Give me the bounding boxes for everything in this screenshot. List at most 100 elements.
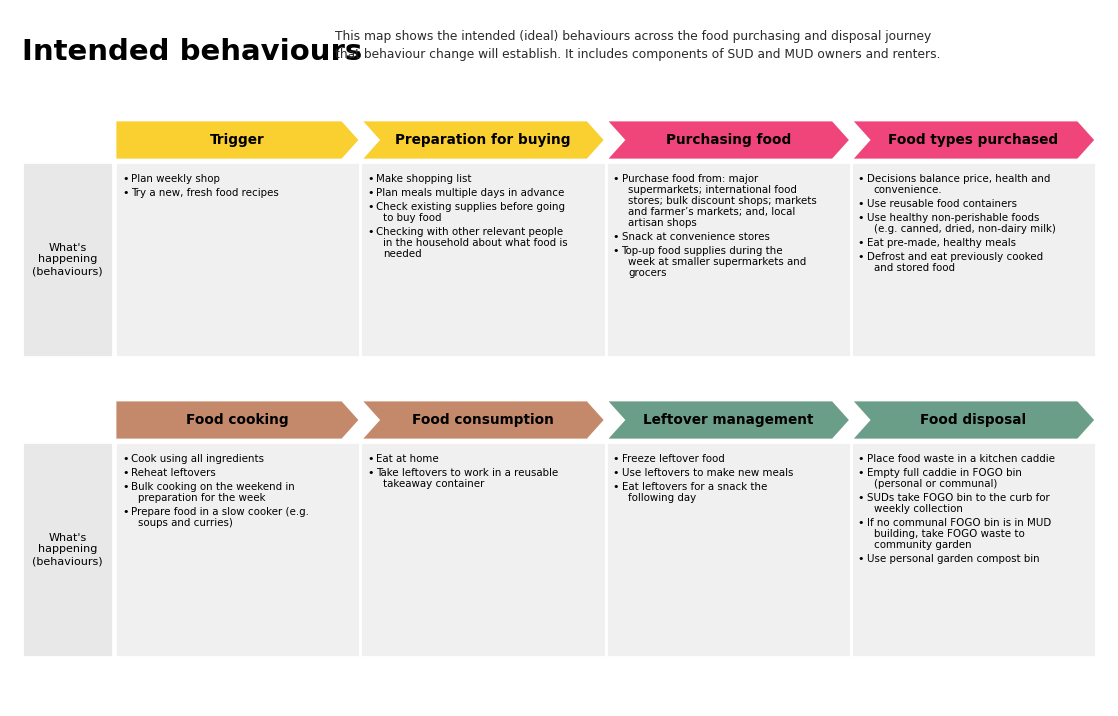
Text: and stored food: and stored food [874, 263, 955, 273]
Text: •: • [122, 482, 129, 492]
Text: •: • [858, 199, 864, 209]
Text: If no communal FOGO bin is in MUD: If no communal FOGO bin is in MUD [866, 518, 1051, 528]
Text: Top-up food supplies during the: Top-up food supplies during the [622, 246, 783, 256]
Text: •: • [858, 454, 864, 464]
Polygon shape [851, 400, 1096, 440]
Text: week at smaller supermarkets and: week at smaller supermarkets and [628, 257, 807, 267]
Text: •: • [858, 252, 864, 262]
Text: •: • [122, 174, 129, 184]
Bar [115, 442, 360, 657]
Text: convenience.: convenience. [874, 185, 942, 195]
Text: •: • [367, 468, 373, 478]
Text: Try a new, fresh food recipes: Try a new, fresh food recipes [131, 188, 278, 198]
Text: community garden: community garden [874, 540, 972, 550]
Bar [360, 162, 606, 357]
Polygon shape [606, 120, 851, 160]
Text: and farmer’s markets; and, local: and farmer’s markets; and, local [628, 207, 796, 217]
Text: Intended behaviours: Intended behaviours [22, 38, 362, 66]
Text: (personal or communal): (personal or communal) [874, 479, 997, 489]
Text: Eat leftovers for a snack the: Eat leftovers for a snack the [622, 482, 767, 492]
Text: Checking with other relevant people: Checking with other relevant people [377, 227, 563, 237]
Text: This map shows the intended (ideal) behaviours across the food purchasing and di: This map shows the intended (ideal) beha… [335, 30, 931, 43]
Text: Reheat leftovers: Reheat leftovers [131, 468, 216, 478]
Polygon shape [115, 400, 360, 440]
Text: stores; bulk discount shops; markets: stores; bulk discount shops; markets [628, 196, 817, 206]
Text: Eat at home: Eat at home [377, 454, 439, 464]
Text: soups and curries): soups and curries) [138, 518, 233, 528]
Text: (e.g. canned, dried, non-dairy milk): (e.g. canned, dried, non-dairy milk) [874, 224, 1055, 234]
Text: What's
happening
(behaviours): What's happening (behaviours) [32, 533, 103, 566]
Bar [115, 162, 360, 357]
Bar [606, 442, 851, 657]
Text: artisan shops: artisan shops [628, 218, 698, 228]
Text: •: • [122, 468, 129, 478]
Text: •: • [858, 174, 864, 184]
Text: Empty full caddie in FOGO bin: Empty full caddie in FOGO bin [866, 468, 1022, 478]
Text: •: • [367, 227, 373, 237]
Text: in the household about what food is: in the household about what food is [383, 238, 568, 248]
Text: •: • [613, 468, 619, 478]
Text: •: • [613, 482, 619, 492]
Polygon shape [360, 400, 606, 440]
Text: Prepare food in a slow cooker (e.g.: Prepare food in a slow cooker (e.g. [131, 507, 309, 517]
Text: weekly collection: weekly collection [874, 504, 963, 514]
Text: •: • [122, 188, 129, 198]
Text: Use leftovers to make new meals: Use leftovers to make new meals [622, 468, 793, 478]
Text: Purchase food from: major: Purchase food from: major [622, 174, 758, 184]
Text: Freeze leftover food: Freeze leftover food [622, 454, 724, 464]
Text: •: • [613, 454, 619, 464]
Text: Check existing supplies before going: Check existing supplies before going [377, 202, 566, 212]
Text: preparation for the week: preparation for the week [138, 493, 265, 503]
Text: •: • [858, 493, 864, 503]
Bar [851, 162, 1096, 357]
Text: Take leftovers to work in a reusable: Take leftovers to work in a reusable [377, 468, 559, 478]
Text: •: • [367, 188, 373, 198]
Text: Preparation for buying: Preparation for buying [395, 133, 570, 147]
Bar [606, 162, 851, 357]
Text: Make shopping list: Make shopping list [377, 174, 472, 184]
Text: •: • [367, 202, 373, 212]
Text: Leftover management: Leftover management [643, 413, 814, 427]
Text: •: • [858, 213, 864, 223]
Text: Use reusable food containers: Use reusable food containers [866, 199, 1016, 209]
Bar [22, 162, 113, 357]
Text: •: • [367, 454, 373, 464]
Text: Trigger: Trigger [210, 133, 265, 147]
Text: •: • [613, 232, 619, 242]
Text: to buy food: to buy food [383, 213, 442, 223]
Text: •: • [367, 174, 373, 184]
Text: •: • [858, 518, 864, 528]
Text: Plan weekly shop: Plan weekly shop [131, 174, 220, 184]
Text: •: • [122, 454, 129, 464]
Text: supermarkets; international food: supermarkets; international food [628, 185, 797, 195]
Text: Plan meals multiple days in advance: Plan meals multiple days in advance [377, 188, 565, 198]
Text: needed: needed [383, 249, 421, 259]
Text: Decisions balance price, health and: Decisions balance price, health and [866, 174, 1050, 184]
Polygon shape [360, 120, 606, 160]
Text: following day: following day [628, 493, 697, 503]
Text: •: • [613, 246, 619, 256]
Text: grocers: grocers [628, 268, 667, 278]
Text: takeaway container: takeaway container [383, 479, 484, 489]
Text: Bulk cooking on the weekend in: Bulk cooking on the weekend in [131, 482, 295, 492]
Text: Eat pre-made, healthy meals: Eat pre-made, healthy meals [866, 238, 1016, 248]
Text: Food disposal: Food disposal [920, 413, 1026, 427]
Polygon shape [606, 400, 851, 440]
Text: •: • [613, 174, 619, 184]
Text: Cook using all ingredients: Cook using all ingredients [131, 454, 264, 464]
Bar [851, 442, 1096, 657]
Text: SUDs take FOGO bin to the curb for: SUDs take FOGO bin to the curb for [866, 493, 1050, 503]
Text: Food cooking: Food cooking [187, 413, 288, 427]
Text: Purchasing food: Purchasing food [665, 133, 790, 147]
Bar [22, 442, 113, 657]
Text: What's
happening
(behaviours): What's happening (behaviours) [32, 243, 103, 276]
Polygon shape [115, 120, 360, 160]
Text: Use personal garden compost bin: Use personal garden compost bin [866, 554, 1040, 564]
Text: that behaviour change will establish. It includes components of SUD and MUD owne: that behaviour change will establish. It… [335, 48, 940, 61]
Polygon shape [851, 120, 1096, 160]
Text: •: • [858, 554, 864, 564]
Text: Place food waste in a kitchen caddie: Place food waste in a kitchen caddie [866, 454, 1054, 464]
Text: Snack at convenience stores: Snack at convenience stores [622, 232, 769, 242]
Text: building, take FOGO waste to: building, take FOGO waste to [874, 529, 1024, 539]
Bar [360, 442, 606, 657]
